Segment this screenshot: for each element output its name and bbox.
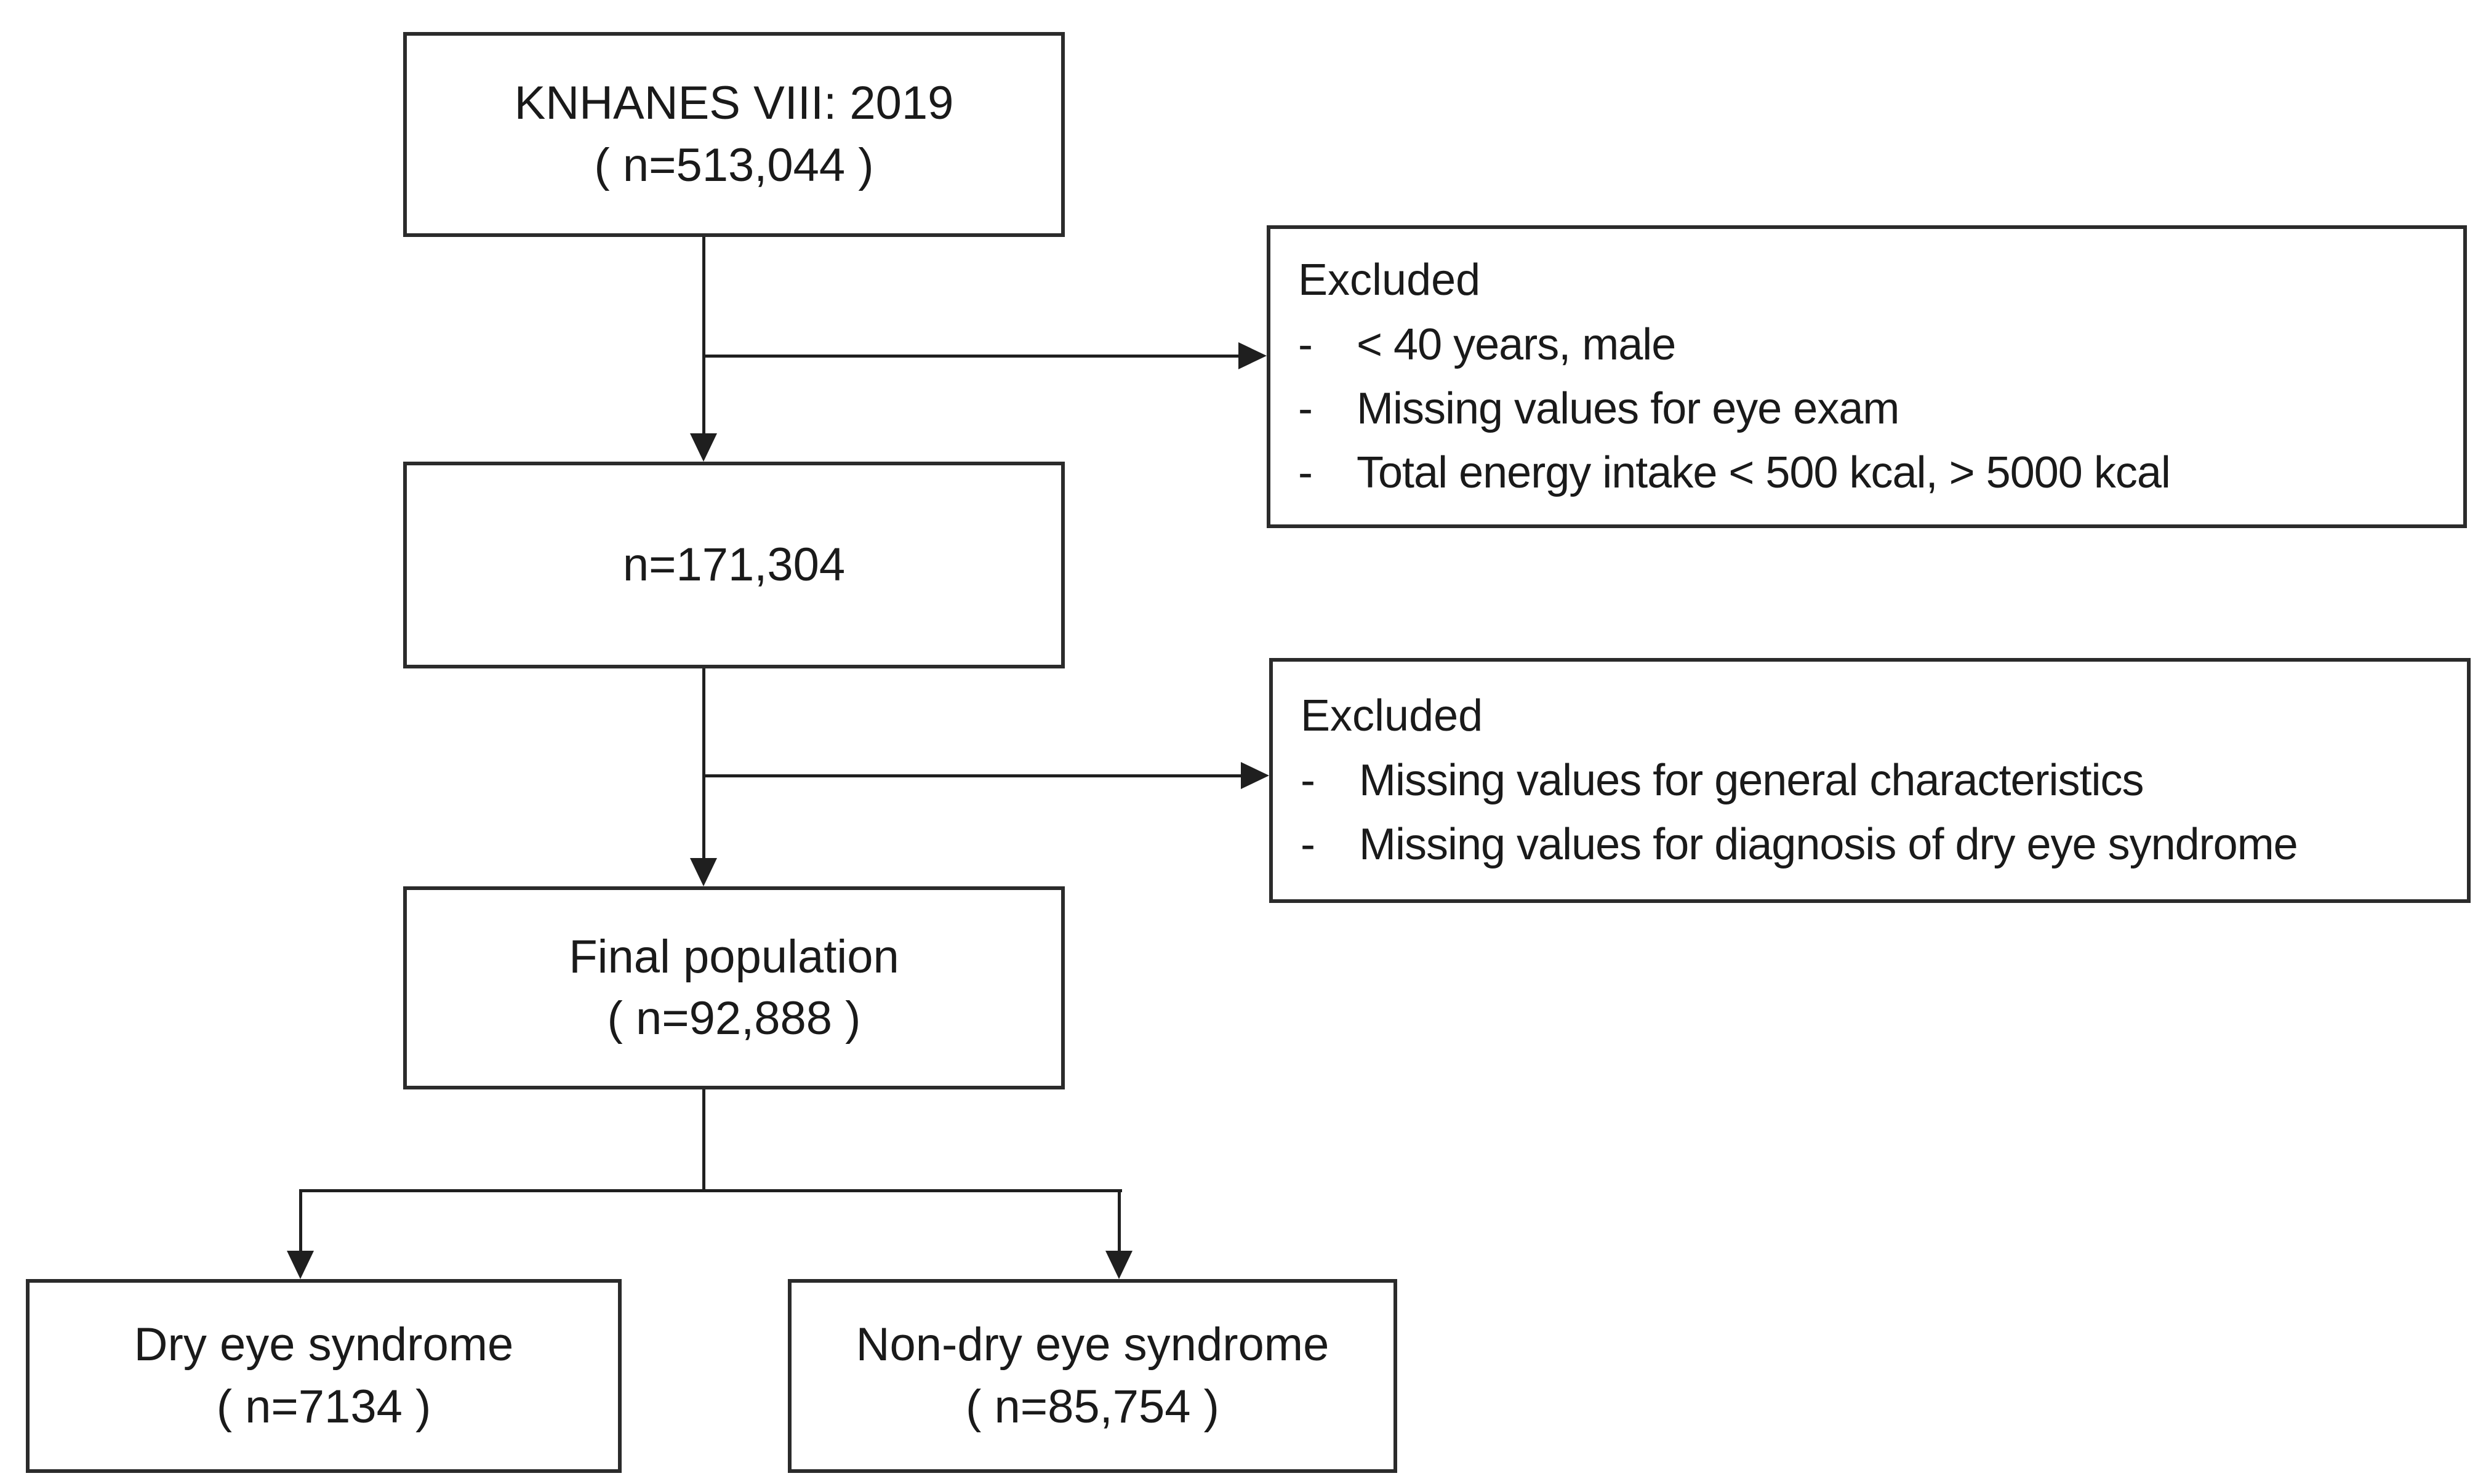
connector-final-to-split <box>702 1089 705 1192</box>
node-after-exclusion1-box: n=171,304 <box>403 462 1065 668</box>
connector-branch-excluded-2 <box>704 774 1245 777</box>
arrowhead-right-excluded-2 <box>1241 762 1269 789</box>
node-after-exclusion1-count: n=171,304 <box>622 538 846 591</box>
bullet-dash: - <box>1298 448 1313 498</box>
excluded-1-item: - Total energy intake < 500 kcal, > 5000… <box>1298 441 2171 505</box>
bullet-dash: - <box>1298 319 1313 369</box>
node-source-count: ( n=513,044 ) <box>594 138 874 191</box>
node-dry-eye-title: Dry eye syndrome <box>134 1318 514 1371</box>
excluded-2-item: - Missing values for general characteris… <box>1301 748 2144 812</box>
connector-split-to-non-dry-eye <box>1118 1190 1121 1252</box>
node-source-box: KNHANES VIII: 2019 ( n=513,044 ) <box>403 32 1065 237</box>
node-dry-eye-count: ( n=7134 ) <box>216 1380 431 1433</box>
node-final-population-count: ( n=92,888 ) <box>607 992 861 1045</box>
arrowhead-down-intermediate <box>690 433 717 462</box>
arrowhead-down-dry-eye <box>287 1251 314 1279</box>
excluded-1-item-text: Total energy intake < 500 kcal, > 5000 k… <box>1357 448 2171 498</box>
arrowhead-down-final <box>690 858 717 886</box>
excluded-1-item: - < 40 years, male <box>1298 313 1676 377</box>
node-final-population-title: Final population <box>569 930 899 983</box>
excluded-2-item-text: Missing values for general characteristi… <box>1359 755 2144 805</box>
node-excluded-2-box: Excluded - Missing values for general ch… <box>1269 658 2471 903</box>
arrowhead-down-non-dry-eye <box>1105 1251 1133 1279</box>
excluded-2-item: - Missing values for diagnosis of dry ey… <box>1301 812 2298 876</box>
connector-intermediate-to-final <box>702 668 705 860</box>
node-dry-eye-box: Dry eye syndrome ( n=7134 ) <box>26 1279 622 1473</box>
excluded-1-item: - Missing values for eye exam <box>1298 377 1899 441</box>
node-non-dry-eye-count: ( n=85,754 ) <box>966 1380 1219 1433</box>
node-non-dry-eye-box: Non-dry eye syndrome ( n=85,754 ) <box>788 1279 1397 1473</box>
node-excluded-1-box: Excluded - < 40 years, male - Missing va… <box>1267 225 2467 528</box>
bullet-dash: - <box>1301 820 1315 870</box>
arrowhead-right-excluded-1 <box>1238 342 1267 369</box>
excluded-1-title: Excluded <box>1298 255 1481 305</box>
bullet-dash: - <box>1301 755 1315 805</box>
node-source-title: KNHANES VIII: 2019 <box>514 77 954 130</box>
excluded-1-item-text: < 40 years, male <box>1357 319 1676 369</box>
bullet-dash: - <box>1298 384 1313 433</box>
connector-split-horizontal <box>299 1189 1122 1192</box>
connector-split-to-dry-eye <box>299 1190 302 1252</box>
excluded-1-item-text: Missing values for eye exam <box>1357 384 1899 433</box>
connector-branch-excluded-1 <box>704 355 1240 358</box>
excluded-2-item-text: Missing values for diagnosis of dry eye … <box>1359 820 2298 870</box>
node-non-dry-eye-title: Non-dry eye syndrome <box>856 1318 1329 1371</box>
connector-source-to-intermediate <box>702 237 705 437</box>
node-final-population-box: Final population ( n=92,888 ) <box>403 886 1065 1089</box>
excluded-2-title: Excluded <box>1301 691 1483 741</box>
